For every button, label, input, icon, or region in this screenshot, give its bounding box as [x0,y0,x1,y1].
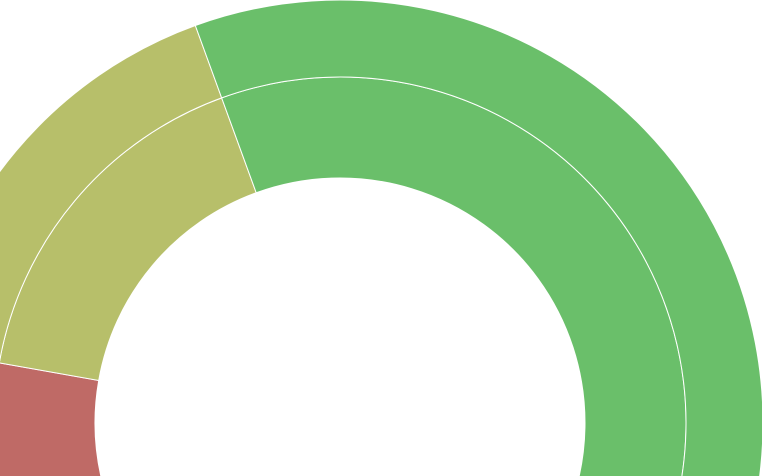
outer-segment [194,0,762,476]
inner-segment [0,362,102,476]
